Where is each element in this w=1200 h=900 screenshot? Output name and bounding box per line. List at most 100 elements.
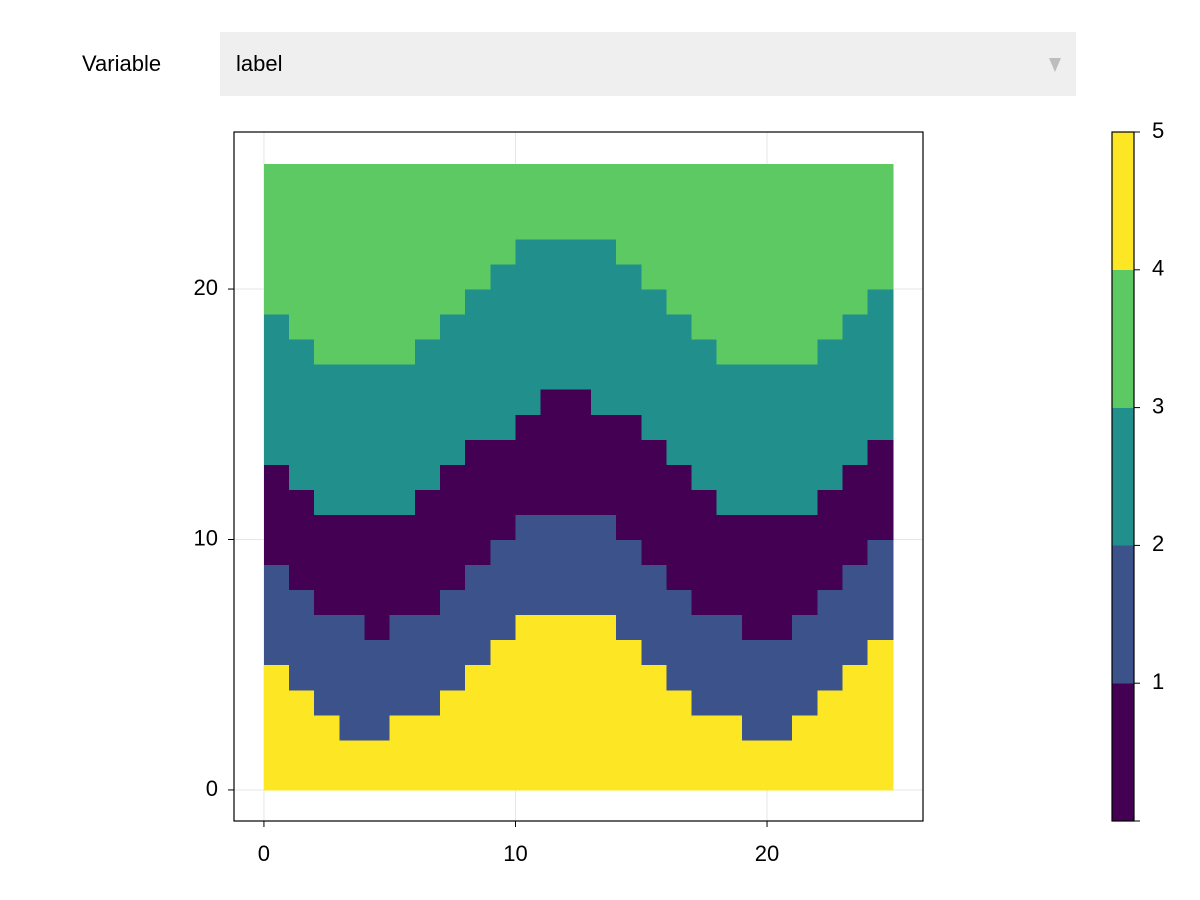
plot: 0 10 20 0 10 20 1 2 3 4 5: [194, 118, 1165, 866]
cell: [590, 464, 617, 490]
cell: [414, 539, 441, 566]
cell: [842, 739, 869, 766]
cell: [314, 639, 340, 666]
cell: [490, 238, 516, 265]
dropdown-box[interactable]: [220, 32, 1076, 96]
cell: [641, 364, 667, 390]
cell: [641, 689, 667, 716]
cell: [465, 564, 491, 591]
cell: [339, 389, 366, 415]
cell: [515, 238, 542, 265]
cell: [590, 639, 617, 666]
colorbar-tick-label: 3: [1152, 393, 1164, 418]
cell: [565, 689, 592, 716]
dropdown-value[interactable]: label: [236, 51, 282, 76]
cell: [440, 414, 466, 440]
cell: [389, 339, 416, 365]
cell: [263, 589, 290, 616]
cell: [490, 564, 516, 591]
cell: [817, 213, 844, 240]
cell: [490, 714, 516, 741]
cell: [339, 364, 366, 390]
cell: [641, 464, 667, 490]
cell: [691, 163, 718, 190]
cell: [741, 664, 768, 691]
cell: [364, 339, 391, 365]
cell: [792, 464, 818, 490]
cell: [490, 614, 516, 641]
cell: [339, 514, 366, 540]
cell: [842, 238, 869, 265]
cell: [314, 589, 340, 616]
cell: [565, 163, 592, 190]
cell: [540, 539, 567, 566]
cell: [842, 339, 869, 365]
cell: [716, 589, 743, 616]
cell: [289, 238, 315, 265]
cell: [289, 639, 315, 666]
cell: [867, 539, 894, 566]
cell: [565, 263, 592, 290]
cell: [565, 514, 592, 540]
cell: [691, 689, 718, 716]
cell: [691, 364, 718, 390]
cell: [741, 539, 768, 566]
cell: [616, 414, 642, 440]
cell: [465, 188, 491, 215]
cell: [440, 714, 466, 741]
cell: [263, 614, 290, 641]
cell: [314, 764, 340, 791]
cell: [590, 764, 617, 791]
cell: [490, 364, 516, 390]
cell: [741, 339, 768, 365]
cell: [339, 464, 366, 490]
cell: [842, 514, 869, 540]
cell: [792, 439, 818, 465]
cell: [842, 489, 869, 515]
dropdown[interactable]: label: [220, 32, 1076, 96]
dropdown-arrow[interactable]: [1049, 58, 1061, 72]
cell: [263, 263, 290, 290]
cell: [364, 263, 391, 290]
cell: [364, 614, 391, 641]
cell: [716, 263, 743, 290]
cell: [590, 514, 617, 540]
cell: [515, 213, 542, 240]
cell: [314, 464, 340, 490]
cell: [389, 489, 416, 515]
cell: [414, 514, 441, 540]
cell: [440, 464, 466, 490]
cell: [490, 464, 516, 490]
cell: [716, 238, 743, 265]
cell: [314, 389, 340, 415]
cell: [817, 439, 844, 465]
cell: [666, 639, 693, 666]
cell: [289, 614, 315, 641]
cell: [590, 389, 617, 415]
cell: [666, 389, 693, 415]
cell: [867, 339, 894, 365]
cell: [364, 289, 391, 315]
cell: [339, 764, 366, 791]
cell: [565, 739, 592, 766]
cell: [515, 464, 542, 490]
cell: [867, 589, 894, 616]
cell: [641, 489, 667, 515]
cell: [414, 614, 441, 641]
cell: [515, 389, 542, 415]
cell: [263, 539, 290, 566]
cell: [590, 614, 617, 641]
cell: [767, 564, 793, 591]
cell: [263, 439, 290, 465]
cell: [842, 439, 869, 465]
cell: [389, 414, 416, 440]
cell: [741, 188, 768, 215]
cell: [314, 263, 340, 290]
cell: [389, 664, 416, 691]
cell: [767, 739, 793, 766]
cell: [792, 414, 818, 440]
cell: [540, 739, 567, 766]
cell: [741, 364, 768, 390]
cell: [666, 714, 693, 741]
cell: [565, 339, 592, 365]
